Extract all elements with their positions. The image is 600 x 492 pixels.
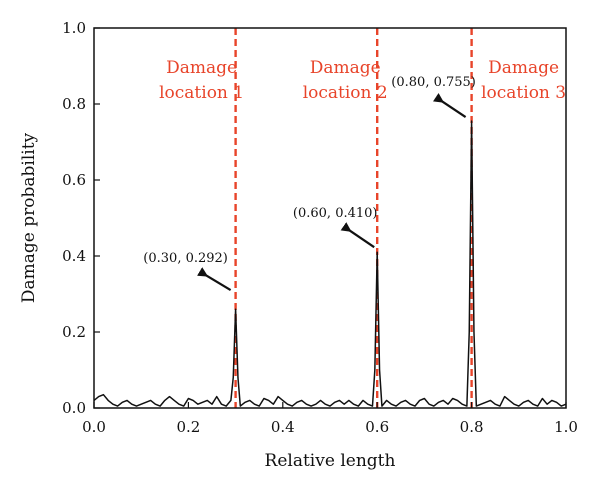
peak-annotation-2: (0.60, 0.410) — [293, 206, 378, 221]
x-axis-title: Relative length — [265, 451, 396, 471]
peak-arrow-2 — [340, 222, 375, 249]
plot-frame — [93, 27, 567, 409]
peak-arrow-1 — [197, 267, 232, 291]
x-tick-label-5: 1.0 — [554, 418, 578, 436]
x-tick-label-1: 0.2 — [176, 418, 200, 436]
peak-annotation-3: (0.80, 0.755) — [391, 75, 476, 90]
damage-location-label-3-line1: Damage — [488, 58, 559, 78]
damage-location-label-2-line2: location 2 — [303, 83, 388, 103]
y-tick-label-5: 1.0 — [62, 19, 86, 37]
series-line-0 — [93, 120, 567, 407]
y-tick-label-2: 0.4 — [62, 247, 86, 265]
y-axis-title: Damage probability — [19, 132, 39, 303]
damage-location-label-1-line1: Damage — [166, 58, 237, 78]
damage-location-label-3-line2: location 3 — [481, 83, 566, 103]
x-tick-label-0: 0.0 — [82, 418, 106, 436]
x-tick-label-3: 0.6 — [365, 418, 389, 436]
y-tick-label-0: 0.0 — [62, 399, 86, 417]
y-tick-label-3: 0.6 — [62, 171, 86, 189]
peak-arrow-3 — [433, 93, 467, 119]
peak-annotation-1: (0.30, 0.292) — [143, 251, 228, 266]
y-tick-label-1: 0.2 — [62, 323, 86, 341]
y-tick-label-4: 0.8 — [62, 95, 86, 113]
x-tick-label-2: 0.4 — [271, 418, 295, 436]
damage-location-label-1-line2: location 1 — [159, 83, 244, 103]
damage-location-label-2-line1: Damage — [310, 58, 381, 78]
x-tick-label-4: 0.8 — [460, 418, 484, 436]
